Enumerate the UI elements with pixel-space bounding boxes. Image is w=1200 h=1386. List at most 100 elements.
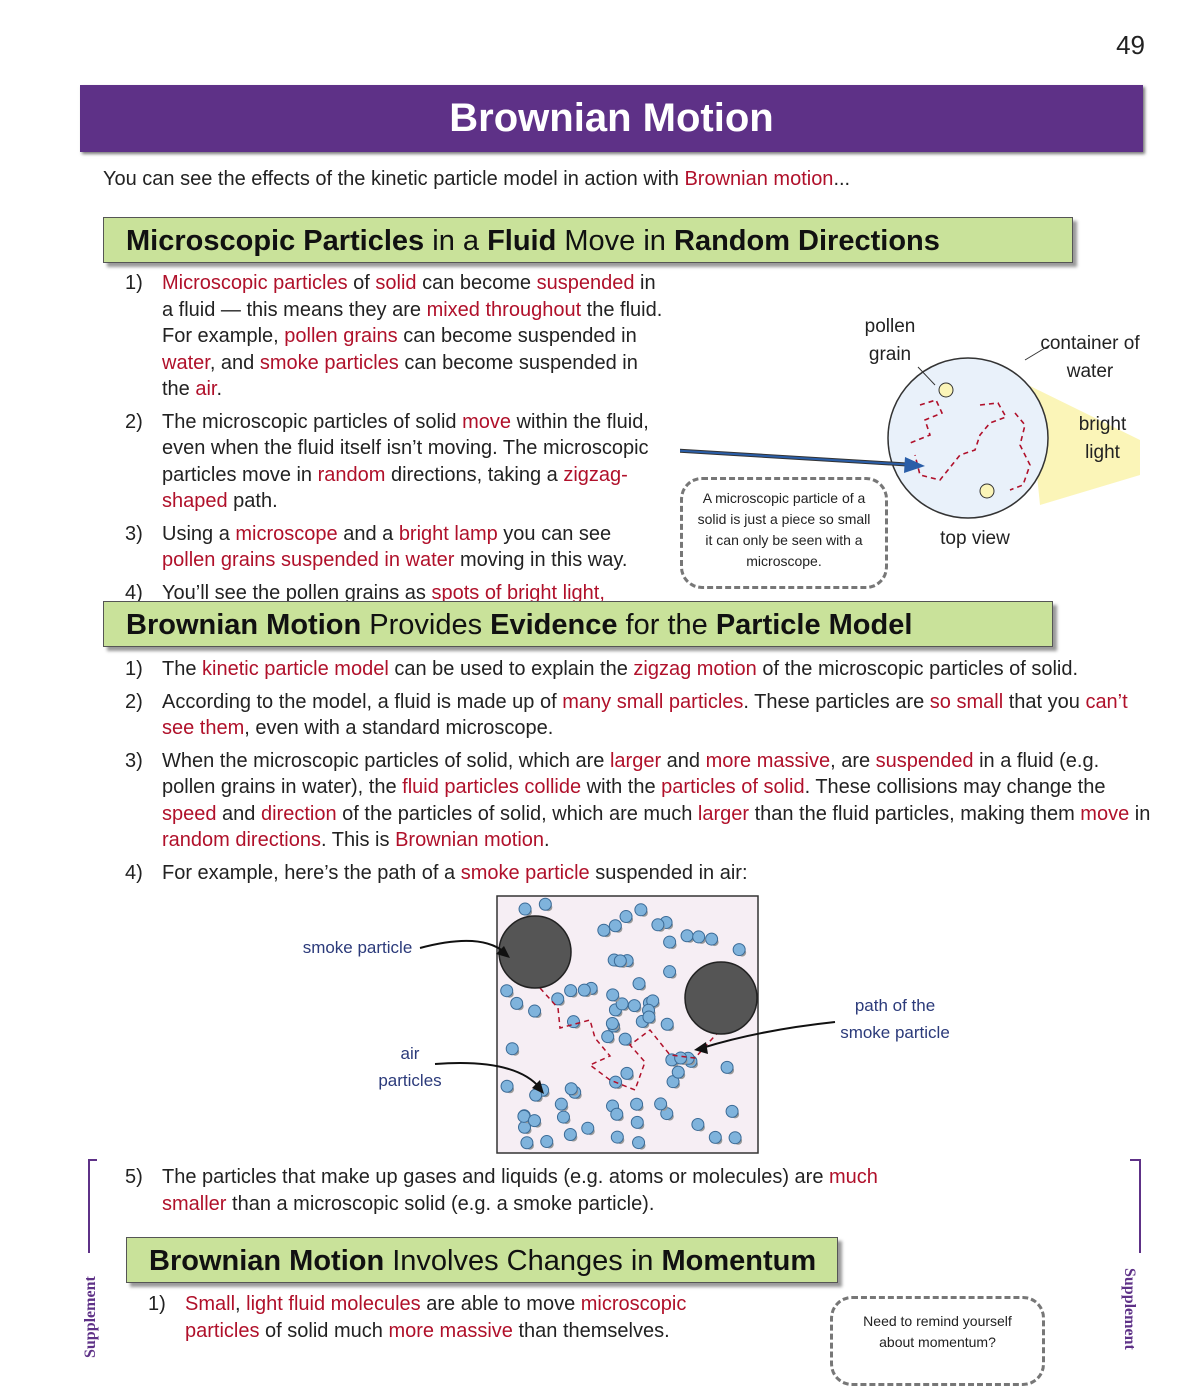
air-particle [500,1079,514,1093]
item-list: 1) Small, light fluid molecules are able … [148,1291,748,1350]
air-particle [705,932,719,946]
text-run: Involves Changes in [384,1245,662,1277]
list-item: 5) The particles that make up gases and l… [125,1164,885,1217]
arrow-head [532,1080,544,1094]
arrow [419,939,505,953]
air-particle [660,1017,674,1031]
item-number: 3) [125,749,143,772]
item-text: Small, light fluid molecules are able to… [185,1291,748,1344]
text-run: ... [833,168,851,190]
arrow-shaft [680,449,916,466]
list-item: 1) Microscopic particles of solid can bec… [125,270,670,403]
bracket [88,1159,97,1253]
text-run: . [544,829,550,851]
text-run: . This is [320,829,396,851]
text-run: of the particles of solid, which are muc… [336,802,698,825]
air-particle [632,1136,646,1150]
intro: You can see the effects of the kinetic p… [103,168,850,191]
air-particle [605,1016,619,1030]
text-run: in [1129,802,1151,825]
item-list: 5) The particles that make up gases and l… [125,1164,885,1223]
arrow-head [904,457,925,473]
air-particle [538,897,552,911]
air-particle [505,1042,519,1056]
highlight: zigzag-shaped [162,463,628,513]
air-particle [610,1130,624,1144]
smoke-particle [498,915,572,989]
text-run: directions, taking a [385,463,564,486]
page: 49 Brownian Motion You can see the effec… [80,30,1155,1386]
highlight: larger [609,749,662,772]
highlight: fluid particles collide [402,776,582,798]
text-run: can become [416,272,537,294]
smoke-particle [684,961,758,1035]
air-particle [634,903,648,917]
air-particle [671,1065,685,1079]
highlight: much smaller [162,1166,878,1215]
light-beam [1028,385,1140,505]
highlight: move [1080,802,1130,825]
list-item: 1) The kinetic particle model can be used… [125,656,1155,683]
highlight: particles of solid [661,776,805,798]
label-pollen: pollen grain [864,316,916,365]
air-particle [725,1104,739,1118]
air-particle [732,943,746,957]
air-particle [597,923,611,937]
item-text: According to the model, a fluid is made … [162,689,1155,742]
highlight: more massive [705,749,831,772]
bold-text: Microscopic Particles [126,225,425,257]
text-run: can become suspended in the [162,351,638,401]
arrow-head [496,946,510,958]
highlight: can’t see them [162,690,1128,740]
text-run: path. [227,490,278,512]
air-particle [651,918,665,932]
air-particle [691,1117,705,1131]
list-item: 3) Using a microscope and a bright lamp y… [125,521,670,574]
page-title: Brownian Motion [80,85,1143,152]
air-particle [663,965,677,979]
text-run: of [347,272,376,294]
arrow [701,1021,836,1049]
item-number: 2) [125,410,143,433]
note-box: Need to remind yourself about momentum? [830,1296,1045,1386]
air-particle [620,1066,634,1080]
highlight: Small [185,1293,236,1315]
air-particle [564,984,578,998]
note-box: A microscopic particle of a solid is jus… [680,477,888,589]
text-run: , are [830,749,876,772]
figure-drawing [419,895,836,1154]
air-particle [708,1130,722,1144]
air-particle [500,984,514,998]
label-view: top view [940,528,1010,549]
air-particle [556,1110,570,1124]
text-run: for the [617,609,716,641]
bold-text: Momentum [661,1245,817,1277]
air-particle [630,1097,644,1111]
bold-text: Fluid [487,225,557,257]
side-label: Supplement [82,1276,99,1358]
air-particle [564,1082,578,1096]
air-particle [520,1136,534,1150]
air-particle [619,910,633,924]
air-particle [518,902,532,916]
arrow-head [694,1042,708,1054]
highlight: smoke particle [460,861,590,884]
label-smoke: smoke particle [302,938,413,957]
air-particle [606,988,620,1002]
section-heading: Microscopic Particles in a Fluid Move in… [103,217,1073,263]
air-particle [654,1097,668,1111]
highlight: mixed throughout [426,298,582,321]
air-particle [527,1114,541,1128]
item-text: Microscopic particles of solid can becom… [162,270,670,403]
list-item: 2) According to the model, a fluid is mad… [125,689,1155,742]
label-path: path of the smoke particle [840,996,950,1042]
text-run: The microscopic particles of solid [162,410,463,433]
text-run: . These collisions may change the [804,776,1106,798]
smoke-path [539,987,721,1091]
list-item: 2) The microscopic particles of solid mov… [125,409,670,515]
air-particle [630,1115,644,1129]
highlight: move [462,410,512,433]
air-particle [663,935,677,949]
air-particle [551,992,565,1006]
pollen-grain [938,382,954,398]
